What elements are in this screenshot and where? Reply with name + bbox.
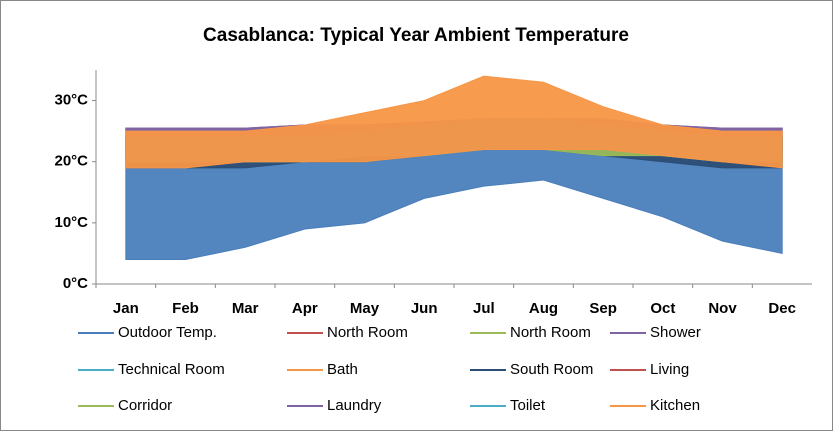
legend-label: North Room [510,324,591,341]
legend-label: Living [650,361,689,378]
x-tick-label: Apr [292,300,318,317]
legend-label: Corridor [118,397,172,414]
legend-label: Kitchen [650,397,700,414]
y-tick-label: 10°C [54,214,88,231]
legend-label: Toilet [510,397,546,414]
x-tick-label: Jan [113,300,139,317]
legend-label: Outdoor Temp. [118,324,217,341]
y-tick-label: 30°C [54,92,88,109]
y-tick-label: 0°C [63,275,88,292]
chart-title: Casablanca: Typical Year Ambient Tempera… [203,25,629,46]
legend-label: Shower [650,324,701,341]
legend-label: North Room [327,324,408,341]
x-tick-label: Jul [473,300,495,317]
temperature-band [125,75,783,169]
x-tick-label: Feb [172,300,199,317]
x-tick-label: May [350,300,380,317]
x-tick-label: Dec [768,300,796,317]
x-tick-label: Nov [708,300,737,317]
x-tick-label: Sep [589,300,617,317]
legend-label: Technical Room [118,361,225,378]
legend-label: Laundry [327,397,382,414]
x-tick-label: Oct [650,300,675,317]
x-tick-label: Mar [232,300,259,317]
y-tick-label: 20°C [54,153,88,170]
legend-label: Bath [327,361,358,378]
legend-label: South Room [510,361,593,378]
x-tick-label: Jun [411,300,438,317]
x-tick-label: Aug [529,300,558,317]
